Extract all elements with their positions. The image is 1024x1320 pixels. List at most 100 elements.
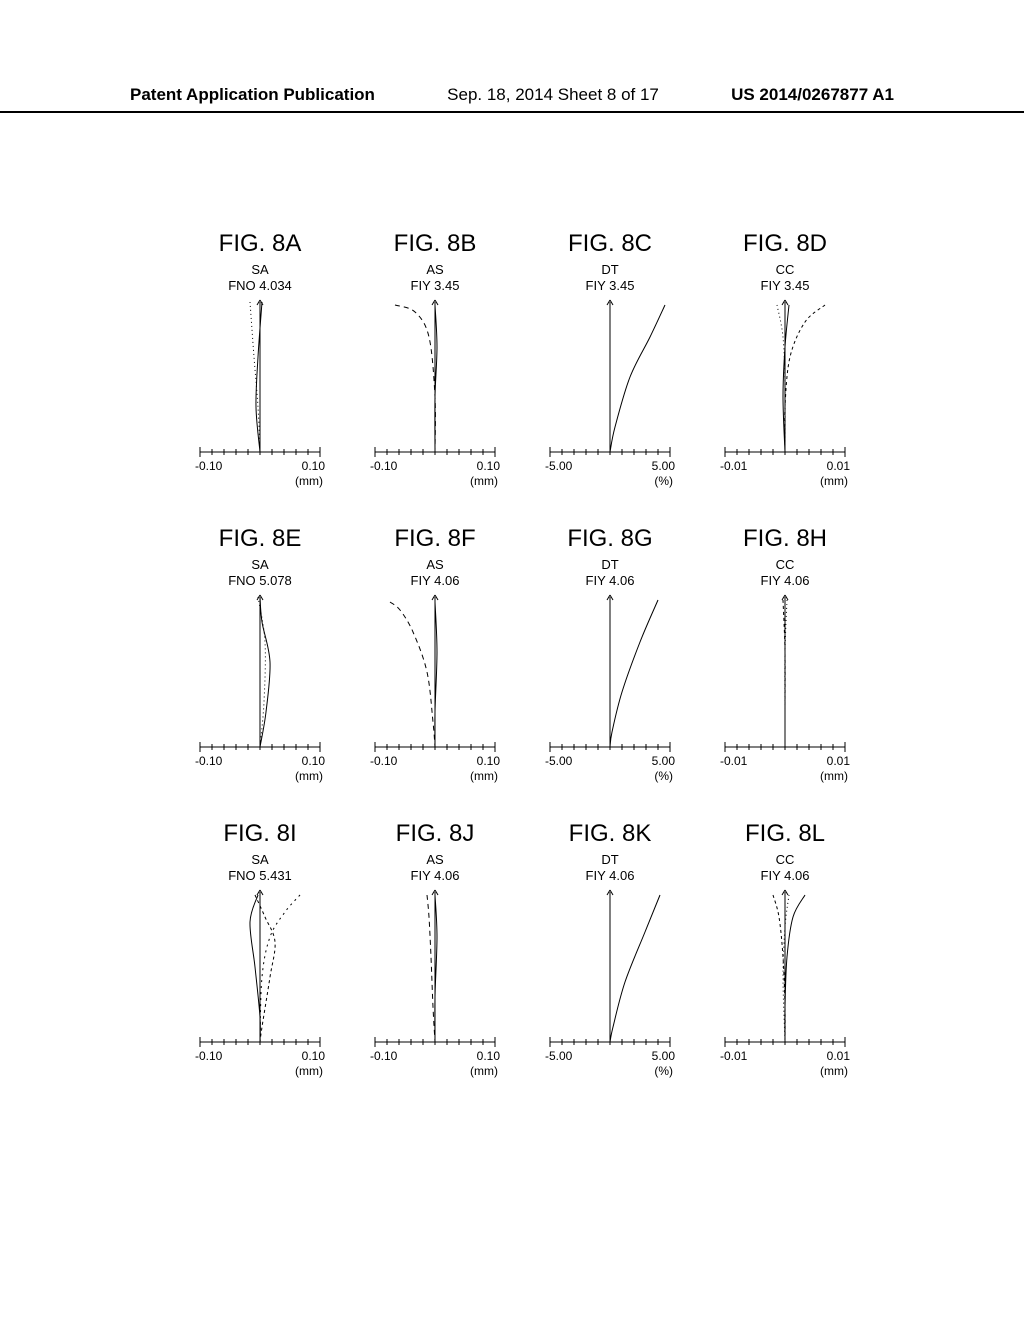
axis-max: 0.01 — [827, 459, 850, 473]
axis-range: -0.010.01 — [720, 1049, 850, 1063]
figure-sublabel: DTFIY 4.06 — [586, 852, 635, 883]
figure-cell: FIG. 8H CCFIY 4.06 -0.01 0.01(mm) — [700, 525, 870, 805]
axis-min: -0.10 — [370, 754, 397, 768]
aberration-plot — [540, 592, 680, 756]
figure-cell: FIG. 8D CCFIY 3.45 -0.01 0.01(mm) — [700, 230, 870, 510]
axis-max: 5.00 — [652, 459, 675, 473]
aberration-plot — [715, 592, 855, 756]
figure-cell: FIG. 8I SAFNO 5.431 -0.10 0.10(mm) — [175, 820, 345, 1100]
figure-cell: FIG. 8E SAFNO 5.078 -0.10 0.10(mm) — [175, 525, 345, 805]
header-right: US 2014/0267877 A1 — [731, 85, 894, 105]
axis-range: -0.10 0.10 — [370, 1049, 500, 1063]
figure-sublabel: ASFIY 4.06 — [411, 852, 460, 883]
axis-min: -0.10 — [370, 459, 397, 473]
plot-area — [365, 592, 505, 752]
figure-sublabel: ASFIY 4.06 — [411, 557, 460, 588]
figure-sublabel: CCFIY 4.06 — [761, 852, 810, 883]
axis-max: 0.10 — [477, 459, 500, 473]
axis-max: 0.01 — [827, 754, 850, 768]
axis-unit: (mm) — [820, 474, 848, 488]
axis-unit: (mm) — [470, 769, 498, 783]
axis-range: -0.01 0.01 — [720, 754, 850, 768]
axis-max: 0.10 — [302, 754, 325, 768]
plot-area — [365, 887, 505, 1047]
aberration-plot — [715, 887, 855, 1051]
plot-area — [190, 297, 330, 457]
axis-range: -5.00 5.00 — [545, 1049, 675, 1063]
header-left: Patent Application Publication — [130, 85, 375, 105]
plot-area — [540, 887, 680, 1047]
figure-cell: FIG. 8F ASFIY 4.06 -0.10 0.10(mm) — [350, 525, 520, 805]
figure-label: FIG. 8E — [219, 525, 302, 553]
figure-cell: FIG. 8KDTFIY 4.06-5.005.00(%) — [525, 820, 695, 1100]
figure-label: FIG. 8D — [743, 230, 827, 258]
plot-area — [715, 887, 855, 1047]
figure-cell: FIG. 8BASFIY 3.45-0.100.10(mm) — [350, 230, 520, 510]
axis-min: -0.10 — [195, 754, 222, 768]
figure-label: FIG. 8C — [568, 230, 652, 258]
axis-min: -0.01 — [720, 459, 747, 473]
axis-max: 0.10 — [477, 1049, 500, 1063]
axis-unit: (%) — [654, 769, 673, 783]
figure-sublabel: CCFIY 4.06 — [761, 557, 810, 588]
axis-unit: (mm) — [820, 769, 848, 783]
plot-area — [715, 297, 855, 457]
figure-label: FIG. 8I — [223, 820, 296, 848]
aberration-plot — [715, 297, 855, 461]
axis-unit: (%) — [654, 474, 673, 488]
plot-area — [540, 592, 680, 752]
axis-max: 0.10 — [302, 459, 325, 473]
figure-label: FIG. 8A — [219, 230, 302, 258]
figure-cell: FIG. 8JASFIY 4.06-0.100.10(mm) — [350, 820, 520, 1100]
header-center: Sep. 18, 2014 Sheet 8 of 17 — [447, 85, 659, 105]
axis-min: -5.00 — [545, 1049, 572, 1063]
aberration-plot — [365, 887, 505, 1051]
aberration-plot — [540, 887, 680, 1051]
plot-area — [190, 887, 330, 1047]
plot-area — [190, 592, 330, 752]
figure-cell: FIG. 8C DTFIY 3.45 -5.00 5.00(%) — [525, 230, 695, 510]
aberration-plot — [365, 592, 505, 756]
axis-unit: (mm) — [470, 1064, 498, 1078]
axis-min: -0.10 — [195, 459, 222, 473]
figure-label: FIG. 8H — [743, 525, 827, 553]
figure-sublabel: CCFIY 3.45 — [761, 262, 810, 293]
axis-max: 5.00 — [652, 1049, 675, 1063]
axis-min: -0.01 — [720, 1049, 747, 1063]
figure-sublabel: SAFNO 5.078 — [228, 557, 292, 588]
figure-grid: FIG. 8ASAFNO 4.034-0.100.10(mm)FIG. 8BAS… — [175, 230, 870, 1100]
axis-range: -0.10 0.10 — [370, 459, 500, 473]
aberration-plot — [190, 297, 330, 461]
figure-sublabel: DTFIY 4.06 — [586, 557, 635, 588]
aberration-plot — [365, 297, 505, 461]
figure-cell: FIG. 8ASAFNO 4.034-0.100.10(mm) — [175, 230, 345, 510]
figure-sublabel: DTFIY 3.45 — [586, 262, 635, 293]
axis-unit: (%) — [654, 1064, 673, 1078]
plot-area — [715, 592, 855, 752]
axis-min: -0.10 — [370, 1049, 397, 1063]
aberration-plot — [190, 887, 330, 1051]
figure-sublabel: SAFNO 5.431 — [228, 852, 292, 883]
axis-range: -5.005.00 — [545, 754, 675, 768]
figure-sublabel: SAFNO 4.034 — [228, 262, 292, 293]
figure-label: FIG. 8B — [394, 230, 477, 258]
figure-label: FIG. 8F — [394, 525, 475, 553]
axis-range: -5.00 5.00 — [545, 459, 675, 473]
aberration-plot — [540, 297, 680, 461]
page-header: Patent Application Publication Sep. 18, … — [0, 85, 1024, 113]
axis-unit: (mm) — [295, 1064, 323, 1078]
axis-unit: (mm) — [820, 1064, 848, 1078]
axis-unit: (mm) — [295, 769, 323, 783]
axis-range: -0.01 0.01 — [720, 459, 850, 473]
figure-label: FIG. 8G — [567, 525, 652, 553]
axis-min: -5.00 — [545, 459, 572, 473]
axis-range: -0.10 0.10 — [195, 459, 325, 473]
plot-area — [365, 297, 505, 457]
axis-min: -0.01 — [720, 754, 747, 768]
axis-range: -0.10 0.10 — [195, 1049, 325, 1063]
plot-area — [540, 297, 680, 457]
axis-min: -0.10 — [195, 1049, 222, 1063]
axis-max: 5.00 — [652, 754, 675, 768]
axis-max: 0.10 — [477, 754, 500, 768]
axis-max: 0.10 — [302, 1049, 325, 1063]
